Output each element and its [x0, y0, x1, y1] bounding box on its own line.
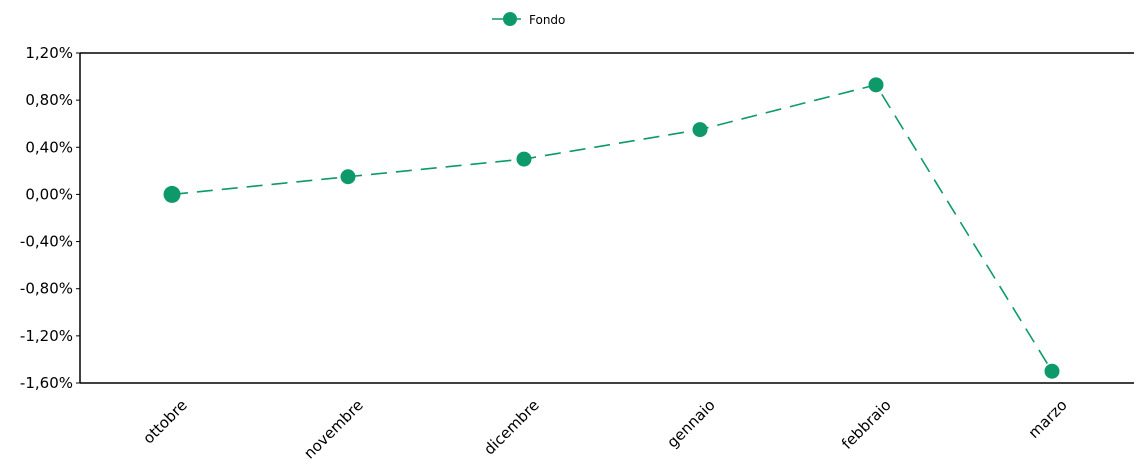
data-point [340, 169, 356, 185]
y-tick-label: -1,60% [20, 374, 73, 392]
legend-dot-marker [503, 12, 517, 26]
data-point [692, 122, 708, 138]
x-tick-label: novembre [300, 396, 366, 462]
legend: Fondo [492, 12, 565, 27]
y-tick-label: 0,80% [25, 91, 73, 109]
y-tick-label: -1,20% [20, 327, 73, 345]
y-tick-label: 1,20% [25, 44, 73, 62]
legend-label: Fondo [529, 13, 565, 27]
series-line-fondo [171, 83, 1053, 372]
y-tick-labels: 1,20% 0,80% 0,40% 0,00% -0,40% -0,80% -1,20% -1… [20, 44, 80, 392]
x-tick-label: febbraio [838, 396, 895, 453]
series-fondo [163, 77, 1060, 379]
y-tick-label: 0,40% [25, 138, 73, 156]
x-tick-label: dicembre [480, 396, 542, 458]
x-tick-label: gennaio [663, 396, 718, 451]
x-tick-label: marzo [1025, 396, 1071, 442]
y-tick-label: -0,80% [20, 280, 73, 298]
data-point [163, 185, 181, 203]
x-tick-labels: ottobre novembre dicembre gennaio febbraio ma… [139, 396, 1070, 462]
data-point [1044, 363, 1060, 379]
y-tick-label: -0,40% [20, 233, 73, 251]
axes [79, 52, 1134, 384]
x-tick-label: ottobre [139, 396, 190, 447]
y-tick-label: 0,00% [25, 185, 73, 203]
data-point [868, 77, 884, 93]
data-point [516, 151, 532, 167]
